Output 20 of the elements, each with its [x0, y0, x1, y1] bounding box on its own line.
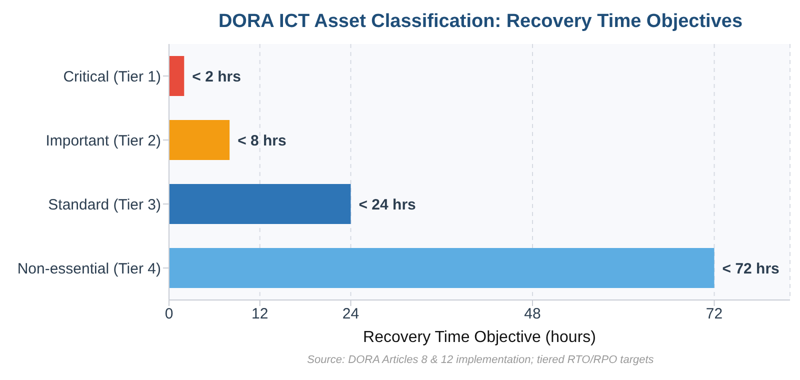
bar	[169, 248, 714, 288]
x-tick-label: 72	[706, 306, 723, 323]
data-label: < 72 hrs	[722, 260, 780, 278]
y-tick-label: Non-essential (Tier 4)	[17, 260, 161, 278]
source-note: Source: DORA Articles 8 & 12 implementation; tiered RTO/RPO targets	[306, 354, 655, 366]
x-tick-label: 0	[164, 306, 174, 323]
y-tick-label: Important (Tier 2)	[46, 132, 161, 150]
data-label: < 8 hrs	[238, 132, 286, 150]
x-tick-label: 48	[524, 306, 541, 323]
bar	[169, 56, 184, 96]
x-tick-label: 12	[252, 306, 268, 323]
chart-title: DORA ICT Asset Classification: Recovery Time Objectives	[217, 10, 744, 34]
data-label: < 24 hrs	[358, 196, 416, 214]
x-axis-title: Recovery Time Objective (hours)	[363, 329, 596, 346]
bar	[169, 184, 351, 224]
x-tick-label: 24	[342, 306, 360, 323]
y-tick-label: Standard (Tier 3)	[48, 196, 161, 214]
data-label: < 2 hrs	[192, 68, 241, 86]
y-tick-label: Critical (Tier 1)	[63, 68, 161, 86]
bar	[169, 120, 230, 160]
